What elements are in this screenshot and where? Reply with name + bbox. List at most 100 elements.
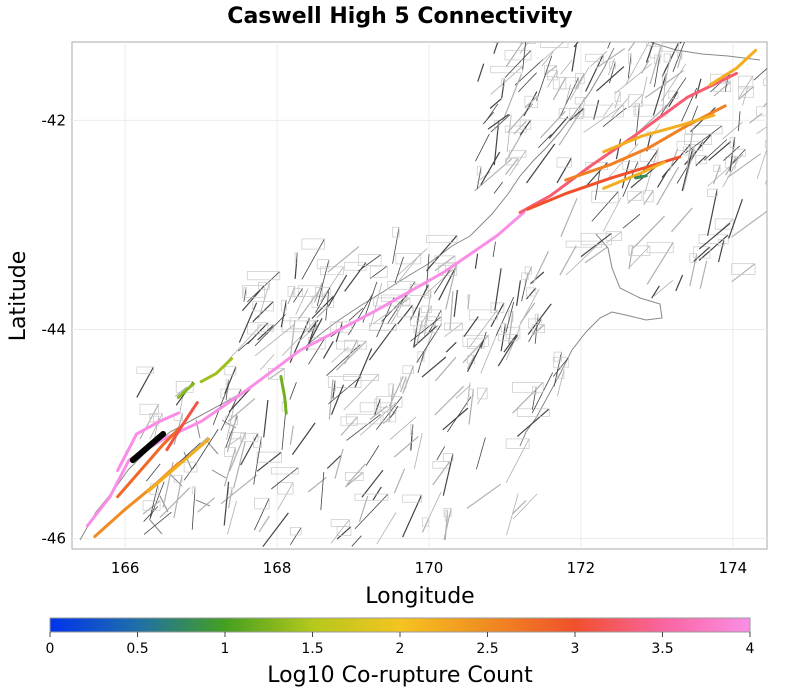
fault-trace bbox=[289, 425, 294, 445]
fault-trace bbox=[487, 113, 509, 130]
fault-trace bbox=[145, 463, 161, 482]
fault-trace bbox=[295, 288, 309, 315]
fault-patch bbox=[240, 433, 259, 442]
fault-trace bbox=[421, 356, 447, 378]
fault-trace bbox=[609, 61, 616, 84]
rupture-fiordland-c bbox=[146, 437, 211, 493]
fault-trace bbox=[336, 526, 352, 540]
fault-trace bbox=[402, 365, 414, 394]
y-axis-ticks: -42 -44 -46 bbox=[42, 111, 67, 547]
fault-patch bbox=[400, 376, 407, 389]
fault-trace bbox=[468, 309, 498, 348]
fault-trace bbox=[622, 213, 641, 229]
fault-patch bbox=[247, 322, 269, 335]
fault-trace bbox=[531, 372, 554, 414]
fault-trace bbox=[434, 356, 457, 382]
fault-trace bbox=[331, 346, 349, 363]
fault-patch bbox=[432, 461, 451, 469]
fault-trace bbox=[628, 245, 634, 270]
fault-patch bbox=[524, 266, 532, 275]
fault-trace bbox=[654, 54, 661, 88]
fault-trace bbox=[316, 304, 330, 319]
colorbar-tick-label: 2 bbox=[396, 641, 405, 657]
fault-trace bbox=[394, 256, 404, 284]
fault-trace bbox=[565, 240, 602, 276]
rupture-wairau-upper bbox=[708, 48, 758, 87]
fault-trace bbox=[729, 137, 736, 172]
fault-trace bbox=[254, 498, 270, 531]
fault-trace bbox=[502, 73, 523, 121]
fault-trace bbox=[344, 471, 364, 488]
fault-patch bbox=[654, 54, 661, 65]
fault-trace bbox=[662, 73, 667, 114]
fault-trace bbox=[514, 59, 544, 86]
fault-trace bbox=[433, 267, 452, 294]
fault-patch bbox=[468, 309, 498, 321]
fault-patch bbox=[242, 285, 265, 298]
fault-patch bbox=[467, 294, 470, 302]
fault-trace bbox=[393, 436, 419, 458]
fault-patch bbox=[509, 150, 527, 158]
fault-trace bbox=[663, 53, 672, 90]
fault-trace bbox=[223, 481, 230, 526]
fault-trace bbox=[593, 99, 600, 120]
fault-patch bbox=[252, 301, 274, 312]
fault-patch bbox=[374, 398, 381, 411]
fault-patch bbox=[501, 78, 505, 87]
fault-patch bbox=[369, 265, 388, 278]
fault-trace bbox=[677, 52, 683, 69]
fault-patch bbox=[297, 285, 323, 297]
fault-trace bbox=[534, 314, 539, 344]
fault-patch bbox=[575, 73, 585, 85]
fault-trace bbox=[523, 91, 538, 117]
fault-trace bbox=[340, 416, 358, 436]
colorbar-tick-label: 0.5 bbox=[126, 641, 148, 657]
fault-trace bbox=[413, 325, 438, 348]
fault-trace bbox=[400, 376, 407, 393]
fault-trace bbox=[369, 405, 388, 420]
fault-trace bbox=[501, 78, 506, 99]
fault-trace bbox=[573, 42, 579, 48]
rupture-fiordland-d bbox=[165, 401, 199, 452]
fault-trace bbox=[313, 282, 323, 303]
fault-trace bbox=[174, 386, 188, 397]
fault-patch bbox=[628, 245, 633, 255]
fault-trace bbox=[495, 296, 515, 336]
fault-trace bbox=[480, 151, 501, 186]
fault-trace bbox=[233, 441, 246, 489]
fault-trace bbox=[136, 366, 155, 398]
fault-trace bbox=[693, 246, 711, 262]
fault-trace bbox=[376, 512, 397, 545]
fault-trace bbox=[393, 468, 406, 494]
fault-trace bbox=[328, 376, 362, 405]
fault-patch bbox=[519, 42, 536, 44]
fault-trace bbox=[691, 105, 699, 122]
fault-patch bbox=[695, 155, 707, 165]
fault-trace bbox=[605, 231, 622, 244]
fault-trace bbox=[373, 297, 411, 324]
fault-trace bbox=[522, 42, 527, 70]
fault-trace bbox=[466, 483, 502, 509]
fault-patch bbox=[505, 158, 519, 166]
fault-trace bbox=[571, 43, 577, 72]
rupture-traces bbox=[85, 48, 758, 538]
fault-patch bbox=[354, 493, 389, 501]
coastline-north bbox=[649, 42, 761, 61]
fault-trace bbox=[490, 65, 523, 95]
fault-trace bbox=[477, 63, 485, 82]
fault-trace bbox=[540, 110, 566, 139]
fault-patch bbox=[287, 286, 296, 298]
fault-patch bbox=[505, 438, 530, 449]
fault-trace bbox=[707, 188, 718, 236]
rupture-fiordland-b bbox=[116, 424, 184, 499]
fault-trace bbox=[344, 261, 367, 292]
fault-patch bbox=[732, 148, 746, 157]
rupture-alpine-main bbox=[85, 210, 526, 528]
x-axis-ticks: 166 168 170 172 174 bbox=[111, 559, 747, 577]
fault-trace bbox=[494, 268, 502, 311]
fault-trace bbox=[584, 246, 608, 264]
fault-patch bbox=[426, 234, 458, 243]
fault-patch bbox=[607, 42, 616, 43]
fault-trace bbox=[500, 323, 507, 352]
fault-patch bbox=[444, 509, 448, 522]
